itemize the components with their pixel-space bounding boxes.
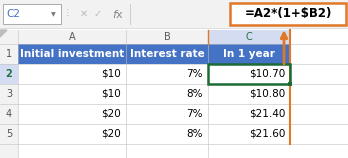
Text: In 1 year: In 1 year [223,49,275,59]
Text: =A2*(1+$B2): =A2*(1+$B2) [244,7,332,21]
Text: 3: 3 [6,89,12,99]
Text: C: C [246,32,252,42]
Text: Interest rate: Interest rate [129,49,204,59]
Text: ✓: ✓ [94,9,102,19]
Text: B: B [164,32,171,42]
Bar [208,30,290,44]
Bar [208,64,290,84]
Bar [18,30,290,44]
Bar [18,124,290,144]
Bar [0,64,18,84]
Bar [230,3,346,25]
Text: 2: 2 [6,69,13,79]
Bar [288,82,292,86]
Bar [18,104,290,124]
Text: $10.80: $10.80 [249,89,285,99]
Text: $20: $20 [101,129,121,139]
Text: 5: 5 [6,129,12,139]
Text: $10.70: $10.70 [249,69,285,79]
Bar [0,124,18,144]
Bar [0,30,348,158]
Text: C2: C2 [6,9,20,19]
Bar [0,44,18,64]
Text: $\mathit{f}$x: $\mathit{f}$x [112,8,124,20]
Text: 7%: 7% [187,69,203,79]
Text: 4: 4 [6,109,12,119]
Bar [0,84,18,104]
Text: ▼: ▼ [51,12,56,17]
Text: A: A [69,32,75,42]
Bar [0,64,18,84]
Text: $10: $10 [101,89,121,99]
Bar [0,0,348,28]
Text: 7%: 7% [187,109,203,119]
Text: $21.60: $21.60 [248,129,285,139]
Text: $20: $20 [101,109,121,119]
Text: 1: 1 [6,49,12,59]
Text: 8%: 8% [187,89,203,99]
Text: 8%: 8% [187,129,203,139]
Text: ✕: ✕ [80,9,88,19]
Bar [3,4,61,24]
Bar [18,64,290,84]
Text: $21.40: $21.40 [248,109,285,119]
Text: $10: $10 [101,69,121,79]
Text: Initial investment: Initial investment [20,49,124,59]
Bar [0,30,18,158]
Text: ⁝: ⁝ [66,9,70,19]
Bar [18,84,290,104]
Bar [0,104,18,124]
Polygon shape [0,30,7,37]
Bar [18,44,290,64]
